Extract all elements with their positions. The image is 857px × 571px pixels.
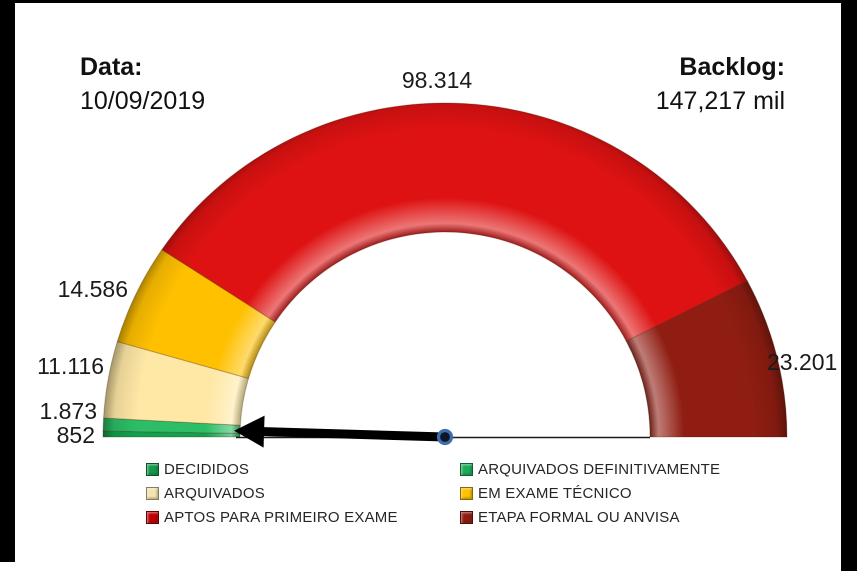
legend-item-arquivados: ARQUIVADOS bbox=[146, 485, 460, 502]
legend-swatch-icon bbox=[460, 463, 473, 476]
backlog-label: Backlog: bbox=[679, 53, 785, 81]
backlog-block: Backlog: 147,217 mil bbox=[656, 50, 785, 118]
legend-item-etapa-formal-ou-anvisa: ETAPA FORMAL OU ANVISA bbox=[460, 509, 720, 526]
gauge-value-label: 14.586 bbox=[58, 276, 128, 302]
gauge-value-label: 1.873 bbox=[39, 398, 97, 424]
legend-label: ARQUIVADOS DEFINITIVAMENTE bbox=[478, 461, 721, 478]
frame-top-bar bbox=[0, 0, 841, 3]
gauge-value-label: 23.201 bbox=[767, 349, 837, 375]
chart-legend: DECIDIDOS ARQUIVADOS DEFINITIVAMENTE ARQUI… bbox=[146, 461, 720, 526]
gauge-value-label: 98.314 bbox=[402, 67, 473, 93]
legend-item-em-exame-t-cnico: EM EXAME TÉCNICO bbox=[460, 485, 720, 502]
date-value: 10/09/2019 bbox=[80, 87, 206, 115]
frame-right-bar bbox=[841, 0, 857, 571]
backlog-value: 147,217 mil bbox=[655, 87, 785, 115]
legend-label: ETAPA FORMAL OU ANVISA bbox=[478, 509, 680, 526]
legend-swatch-icon bbox=[460, 511, 473, 524]
legend-swatch-icon bbox=[146, 511, 159, 524]
legend-label: EM EXAME TÉCNICO bbox=[478, 485, 632, 502]
gauge-needle bbox=[234, 415, 446, 448]
legend-swatch-icon bbox=[146, 463, 159, 476]
legend-item-arquivados-definitivamente: ARQUIVADOS DEFINITIVAMENTE bbox=[460, 461, 720, 478]
gauge-pivot bbox=[436, 428, 454, 446]
legend-label: APTOS PARA PRIMEIRO EXAME bbox=[164, 509, 398, 526]
gauge-segment-etapa-formal-ou-anvisa bbox=[625, 280, 788, 438]
gauge-value-label: 852 bbox=[57, 422, 95, 448]
gauge-segment-aptos-para-primeiro-exame bbox=[161, 102, 749, 342]
legend-swatch-icon bbox=[460, 487, 473, 500]
legend-item-aptos-para-primeiro-exame: APTOS PARA PRIMEIRO EXAME bbox=[146, 509, 460, 526]
gauge-value-label: 11.116 bbox=[37, 353, 104, 379]
legend-swatch-icon bbox=[146, 487, 159, 500]
legend-label: DECIDIDOS bbox=[164, 461, 250, 478]
date-label: Data: bbox=[80, 53, 143, 81]
legend-item-decididos: DECIDIDOS bbox=[146, 461, 460, 478]
date-block: Data: 10/09/2019 bbox=[80, 50, 205, 118]
legend-label: ARQUIVADOS bbox=[164, 485, 265, 502]
frame-left-bar bbox=[0, 0, 15, 562]
